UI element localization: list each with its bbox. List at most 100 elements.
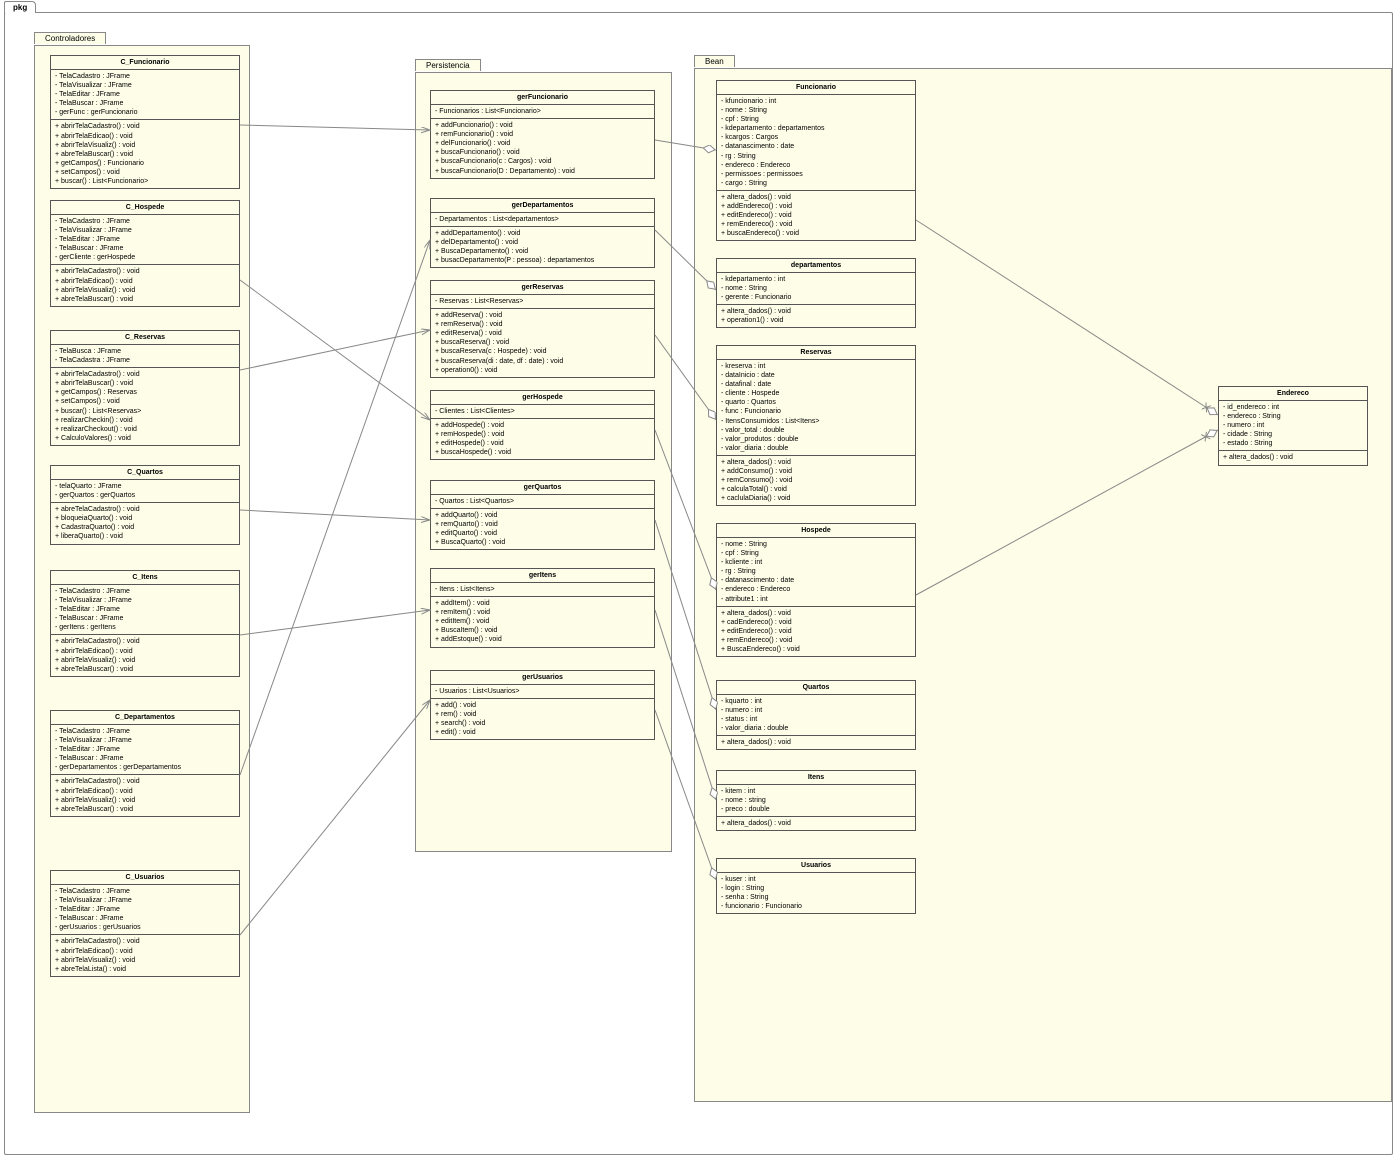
- class-ops: + abrirTelaCadastro() : void+ abrirTelaE…: [51, 635, 239, 675]
- op-row: + remReserva() : void: [435, 320, 650, 329]
- class-title: Quartos: [717, 681, 915, 695]
- attr-row: - gerItens : gerItens: [55, 623, 235, 632]
- op-row: + remEndereco() : void: [721, 636, 911, 645]
- op-row: + addEstoque() : void: [435, 635, 650, 644]
- attr-row: - kquarto : int: [721, 697, 911, 706]
- class-ops: + abreTelaCadastro() : void+ bloqueiaQua…: [51, 503, 239, 543]
- attr-row: - datanascimento : date: [721, 576, 911, 585]
- op-row: + delDepartamento() : void: [435, 238, 650, 247]
- class-c_funcionario: C_Funcionario- TelaCadastro : JFrame- Te…: [50, 55, 240, 189]
- class-title: Itens: [717, 771, 915, 785]
- op-row: + altera_dados() : void: [721, 307, 911, 316]
- class-attrs: - Clientes : List<Clientes>: [431, 405, 654, 419]
- op-row: + abrirTelaBuscar() : void: [55, 379, 235, 388]
- class-title: C_Usuarios: [51, 871, 239, 885]
- op-row: + abrirTelaVisualiz() : void: [55, 796, 235, 805]
- op-row: + operation0() : void: [435, 366, 650, 375]
- op-row: + editQuarto() : void: [435, 529, 650, 538]
- op-row: + editEndereco() : void: [721, 627, 911, 636]
- op-row: + addReserva() : void: [435, 311, 650, 320]
- class-title: gerItens: [431, 569, 654, 583]
- op-row: + getCampos() : Funcionario: [55, 159, 235, 168]
- class-ops: + altera_dados() : void+ addConsumo() : …: [717, 456, 915, 505]
- class-title: gerDepartamentos: [431, 199, 654, 213]
- op-row: + BuscaDepartamento() : void: [435, 247, 650, 256]
- attr-row: - TelaCadastro : JFrame: [55, 887, 235, 896]
- attr-row: - TelaBuscar : JFrame: [55, 754, 235, 763]
- op-row: + BuscaItem() : void: [435, 626, 650, 635]
- op-row: + addEndereco() : void: [721, 202, 911, 211]
- class-title: C_Reservas: [51, 331, 239, 345]
- op-row: + editItem() : void: [435, 617, 650, 626]
- op-row: + altera_dados() : void: [1223, 453, 1363, 462]
- op-row: + buscaReserva() : void: [435, 338, 650, 347]
- class-endereco: Endereco- id_endereco : int- endereco : …: [1218, 386, 1368, 466]
- attr-row: - TelaCadastra : JFrame: [55, 356, 235, 365]
- class-ops: + altera_dados() : void+ operation1() : …: [717, 305, 915, 327]
- op-row: + abrirTelaEdicao() : void: [55, 277, 235, 286]
- attr-row: - permissoes : permissoes: [721, 170, 911, 179]
- class-attrs: - Usuarios : List<Usuarios>: [431, 685, 654, 699]
- class-ops: + altera_dados() : void+ cadEndereco() :…: [717, 607, 915, 656]
- op-row: + editHospede() : void: [435, 439, 650, 448]
- attr-row: - Itens : List<Itens>: [435, 585, 650, 594]
- op-row: + buscaFuncionario(D : Departamento) : v…: [435, 167, 650, 176]
- op-row: + abrirTelaCadastro() : void: [55, 122, 235, 131]
- class-hospede: Hospede- nome : String- cpf : String- kc…: [716, 523, 916, 657]
- op-row: + abrirTelaEdicao() : void: [55, 787, 235, 796]
- op-row: + abreTelaBuscar() : void: [55, 805, 235, 814]
- op-row: + liberaQuarto() : void: [55, 532, 235, 541]
- class-title: C_Departamentos: [51, 711, 239, 725]
- attr-row: - login : String: [721, 884, 911, 893]
- class-attrs: - Quartos : List<Quartos>: [431, 495, 654, 509]
- attr-row: - TelaEditar : JFrame: [55, 235, 235, 244]
- class-ops: + addItem() : void+ remItem() : void+ ed…: [431, 597, 654, 646]
- class-attrs: - Departamentos : List<departamentos>: [431, 213, 654, 227]
- op-row: + delFuncionario() : void: [435, 139, 650, 148]
- op-row: + editEndereco() : void: [721, 211, 911, 220]
- attr-row: - endereco : Endereco: [721, 161, 911, 170]
- op-row: + addQuarto() : void: [435, 511, 650, 520]
- attr-row: - estado : String: [1223, 439, 1363, 448]
- op-row: + search() : void: [435, 719, 650, 728]
- class-c_hospede: C_Hospede- TelaCadastro : JFrame- TelaVi…: [50, 200, 240, 307]
- op-row: + calculaTotal() : void: [721, 485, 911, 494]
- class-attrs: - TelaCadastro : JFrame- TelaVisualizar …: [51, 725, 239, 775]
- attr-row: - nome : String: [721, 106, 911, 115]
- op-row: + buscaFuncionario() : void: [435, 148, 650, 157]
- attr-row: - cpf : String: [721, 115, 911, 124]
- class-title: Hospede: [717, 524, 915, 538]
- class-title: gerQuartos: [431, 481, 654, 495]
- attr-row: - Quartos : List<Quartos>: [435, 497, 650, 506]
- op-row: + altera_dados() : void: [721, 458, 911, 467]
- op-row: + caclulaDiaria() : void: [721, 494, 911, 503]
- attr-row: - TelaCadastro : JFrame: [55, 727, 235, 736]
- op-row: + addDepartamento() : void: [435, 229, 650, 238]
- class-ger_hospede: gerHospede- Clientes : List<Clientes>+ a…: [430, 390, 655, 460]
- attr-row: - TelaBuscar : JFrame: [55, 99, 235, 108]
- attr-row: - numero : int: [721, 706, 911, 715]
- class-ger_funcionario: gerFuncionario- Funcionarios : List<Func…: [430, 90, 655, 179]
- op-row: + buscar() : List<Reservas>: [55, 407, 235, 416]
- op-row: + setCampos() : void: [55, 397, 235, 406]
- class-attrs: - kuser : int- login : String- senha : S…: [717, 873, 915, 913]
- attr-row: - valor_diaria : double: [721, 444, 911, 453]
- attr-row: - Departamentos : List<departamentos>: [435, 215, 650, 224]
- op-row: + abrirTelaVisualiz() : void: [55, 141, 235, 150]
- attr-row: - TelaBuscar : JFrame: [55, 614, 235, 623]
- op-row: + addConsumo() : void: [721, 467, 911, 476]
- class-ger_quartos: gerQuartos - Quartos : List<Quartos> + add…: [430, 480, 655, 550]
- attr-row: - TelaVisualizar : JFrame: [55, 596, 235, 605]
- attr-row: - kfuncionario : int: [721, 97, 911, 106]
- class-ops: + abrirTelaCadastro() : void+ abrirTelaE…: [51, 935, 239, 975]
- attr-row: - TelaEditar : JFrame: [55, 90, 235, 99]
- class-c_usuarios: C_Usuarios- TelaCadastro : JFrame- TelaV…: [50, 870, 240, 977]
- class-title: C_Funcionario: [51, 56, 239, 70]
- attr-row: - nome : String: [721, 540, 911, 549]
- class-ops: + abrirTelaCadastro() : void+ abrirTelaB…: [51, 368, 239, 445]
- attr-row: - Funcionarios : List<Funcionario>: [435, 107, 650, 116]
- op-row: + abrirTelaCadastro() : void: [55, 637, 235, 646]
- attr-row: - TelaEditar : JFrame: [55, 905, 235, 914]
- op-row: + abreTelaLista() : void: [55, 965, 235, 974]
- op-row: + cadEndereco() : void: [721, 618, 911, 627]
